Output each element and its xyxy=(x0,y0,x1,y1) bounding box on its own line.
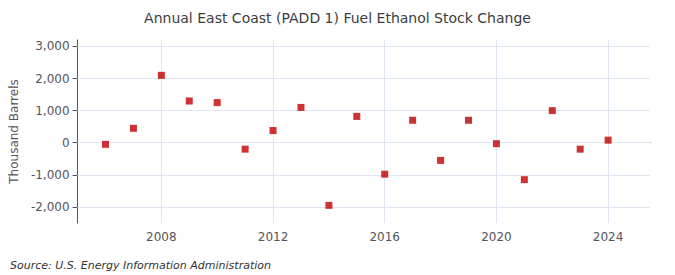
svg-text:1,000: 1,000 xyxy=(35,104,69,118)
svg-text:2020: 2020 xyxy=(481,230,512,244)
svg-text:2016: 2016 xyxy=(369,230,400,244)
svg-text:2,000: 2,000 xyxy=(35,72,69,86)
svg-text:2012: 2012 xyxy=(258,230,289,244)
svg-text:2024: 2024 xyxy=(593,230,624,244)
svg-text:Thousand Barrels: Thousand Barrels xyxy=(7,79,21,184)
svg-text:3,000: 3,000 xyxy=(35,39,69,53)
svg-text:0: 0 xyxy=(62,136,70,150)
svg-text:2008: 2008 xyxy=(146,230,177,244)
svg-text:Source: U.S. Energy Informatio: Source: U.S. Energy Information Administ… xyxy=(10,259,271,272)
svg-text:-1,000: -1,000 xyxy=(31,168,70,182)
svg-text:-2,000: -2,000 xyxy=(31,200,70,214)
svg-text:Annual East Coast (PADD 1) Fue: Annual East Coast (PADD 1) Fuel Ethanol … xyxy=(144,10,531,26)
